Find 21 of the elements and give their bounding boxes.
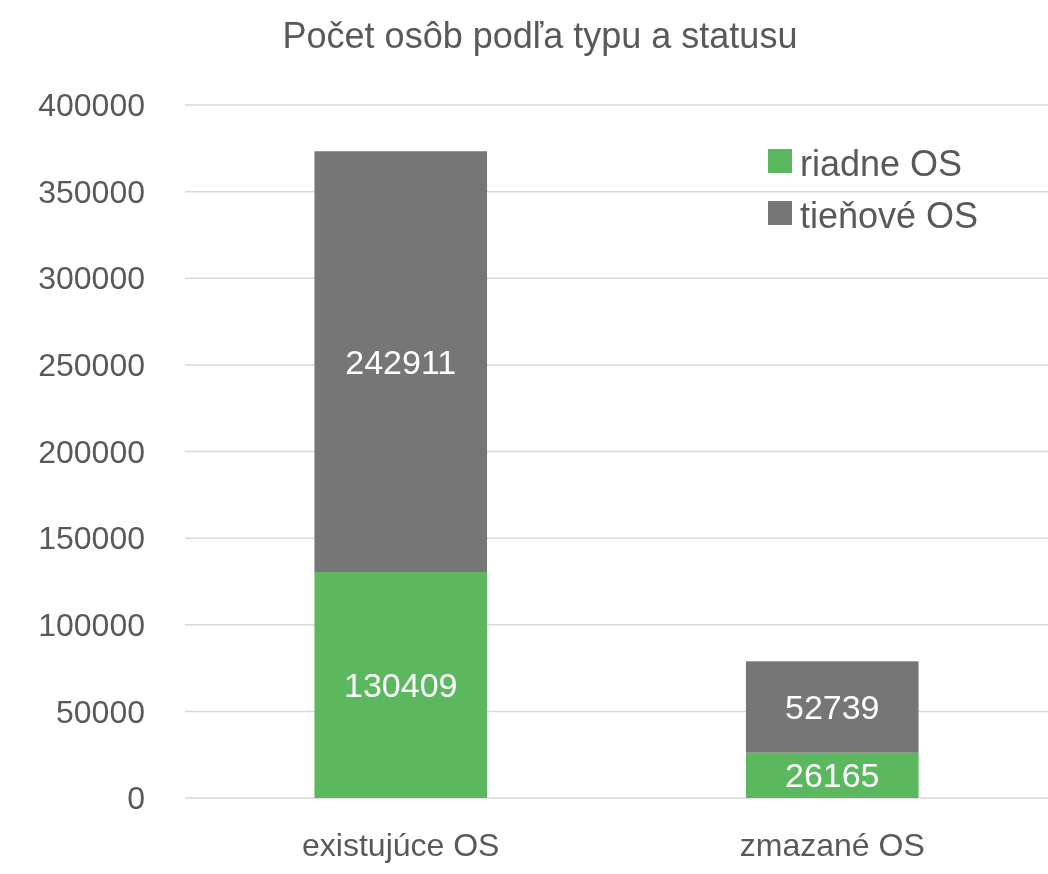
data-label: 26165 <box>784 756 880 795</box>
y-tick-label: 350000 <box>38 173 145 210</box>
y-tick-label: 250000 <box>38 347 145 384</box>
y-tick-label: 50000 <box>56 693 145 730</box>
y-tick-label: 150000 <box>38 520 145 557</box>
bar <box>314 151 488 573</box>
legend-label: tieňové OS <box>800 194 979 236</box>
x-tick-label: existujúce OS <box>302 827 500 863</box>
y-tick-label: 300000 <box>38 260 145 297</box>
y-tick-label: 200000 <box>38 433 145 470</box>
chart-title: Počet osôb podľa typu a statusu <box>282 15 798 56</box>
data-label: 130409 <box>344 665 458 704</box>
data-label: 52739 <box>784 687 880 726</box>
x-tick-label: zmazané OS <box>739 827 925 863</box>
legend-label: riadne OS <box>800 142 963 184</box>
y-tick-label: 400000 <box>38 87 145 124</box>
data-label: 242911 <box>345 342 457 381</box>
bar <box>745 661 919 753</box>
bar <box>314 572 488 798</box>
y-tick-label: 0 <box>127 780 145 817</box>
y-tick-label: 100000 <box>38 606 145 643</box>
